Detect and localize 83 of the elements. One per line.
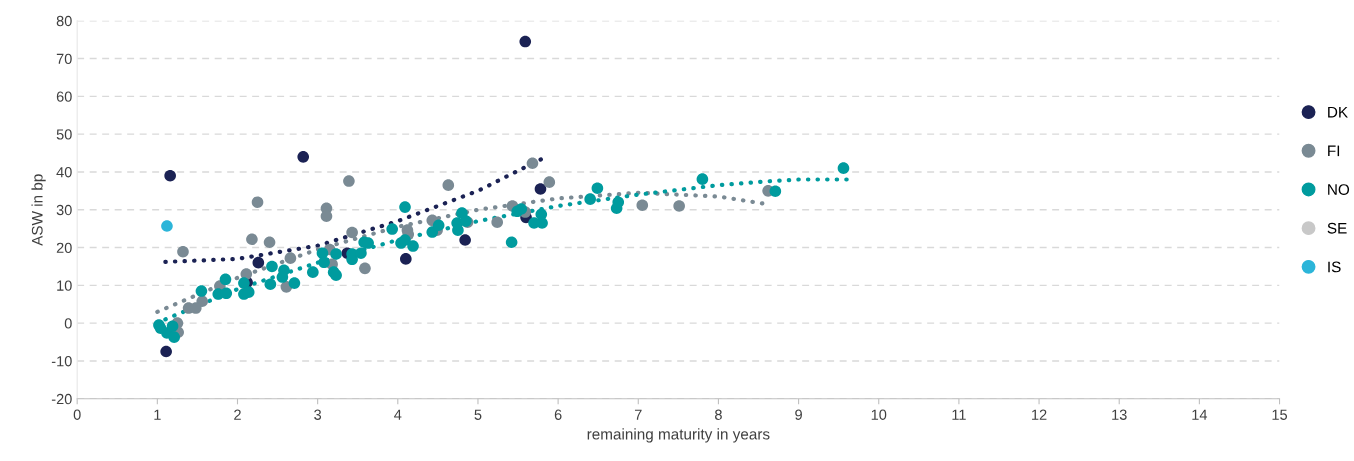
x-tick-label: 11 [952, 409, 966, 420]
x-tick-label: 13 [1112, 409, 1127, 420]
y-axis-title: ASW in bp [31, 174, 46, 246]
point [636, 199, 649, 212]
point [591, 182, 604, 195]
point [161, 220, 173, 232]
point [307, 266, 319, 278]
x-tick-label: 2 [234, 409, 241, 420]
x-tick-label: 0 [73, 409, 81, 420]
point [330, 248, 342, 260]
y-tick-label: -10 [51, 356, 72, 367]
point [177, 245, 189, 258]
y-tick-label: -20 [51, 393, 72, 405]
point [400, 253, 412, 265]
x-tick-label: 12 [1032, 409, 1047, 420]
legend-label: DK [1328, 106, 1348, 118]
point [346, 226, 358, 239]
point [168, 331, 180, 343]
y-tick-label: 0 [64, 318, 72, 329]
point [459, 234, 471, 246]
point [359, 262, 371, 275]
point [837, 162, 850, 174]
point [166, 320, 179, 332]
point [219, 273, 232, 286]
line-series [163, 156, 545, 265]
y-tick-label: 80 [56, 15, 72, 27]
point [343, 175, 355, 187]
point [263, 236, 276, 249]
point [505, 236, 518, 249]
x-tick-label: 15 [1272, 409, 1288, 420]
point [612, 196, 625, 208]
y-tick-label: 10 [57, 280, 72, 291]
point [696, 173, 709, 185]
legend-label: SE [1327, 222, 1347, 234]
point [399, 201, 411, 213]
y-tick-label: 60 [56, 91, 72, 102]
legend-label: IS [1328, 261, 1341, 273]
legend-label: FI [1328, 145, 1340, 157]
point [318, 256, 330, 269]
point [164, 169, 176, 182]
point [515, 203, 528, 215]
point [355, 247, 367, 260]
point [252, 256, 265, 269]
x-tick-label: 9 [795, 409, 802, 420]
point [195, 285, 208, 297]
point [399, 234, 411, 246]
legend-label: NO [1328, 184, 1350, 195]
point [264, 278, 277, 291]
x-tick-label: 3 [314, 409, 322, 420]
point [442, 179, 455, 191]
y-tick-label: 20 [56, 242, 72, 253]
point [769, 185, 782, 198]
point [526, 157, 539, 170]
point [673, 200, 685, 212]
point [386, 223, 398, 235]
point [160, 345, 172, 358]
x-tick-label: 10 [871, 409, 887, 420]
point [246, 233, 258, 246]
point [288, 277, 301, 289]
point [297, 151, 310, 163]
point [432, 219, 445, 232]
point [284, 252, 297, 264]
x-tick-label: 1 [154, 409, 161, 420]
x-tick-label: 14 [1192, 409, 1208, 420]
x-tick-label: 8 [715, 409, 722, 420]
x-tick-label: 5 [474, 409, 482, 420]
point [543, 176, 556, 188]
point [534, 183, 547, 195]
point [251, 196, 264, 208]
point [519, 35, 532, 48]
y-tick-label: 30 [56, 204, 72, 216]
x-tick-label: 6 [554, 409, 562, 420]
y-tick-label: 70 [56, 53, 72, 64]
x-tick-label: 4 [394, 409, 402, 420]
point [491, 216, 504, 229]
point [266, 260, 278, 273]
point [584, 193, 596, 205]
x-axis-title: remaining maturity in years [587, 428, 770, 443]
point [276, 271, 289, 283]
y-tick-label: 40 [56, 167, 72, 178]
y-tick-label: 50 [56, 129, 72, 140]
x-tick-label: 7 [634, 409, 642, 420]
point [407, 240, 419, 252]
